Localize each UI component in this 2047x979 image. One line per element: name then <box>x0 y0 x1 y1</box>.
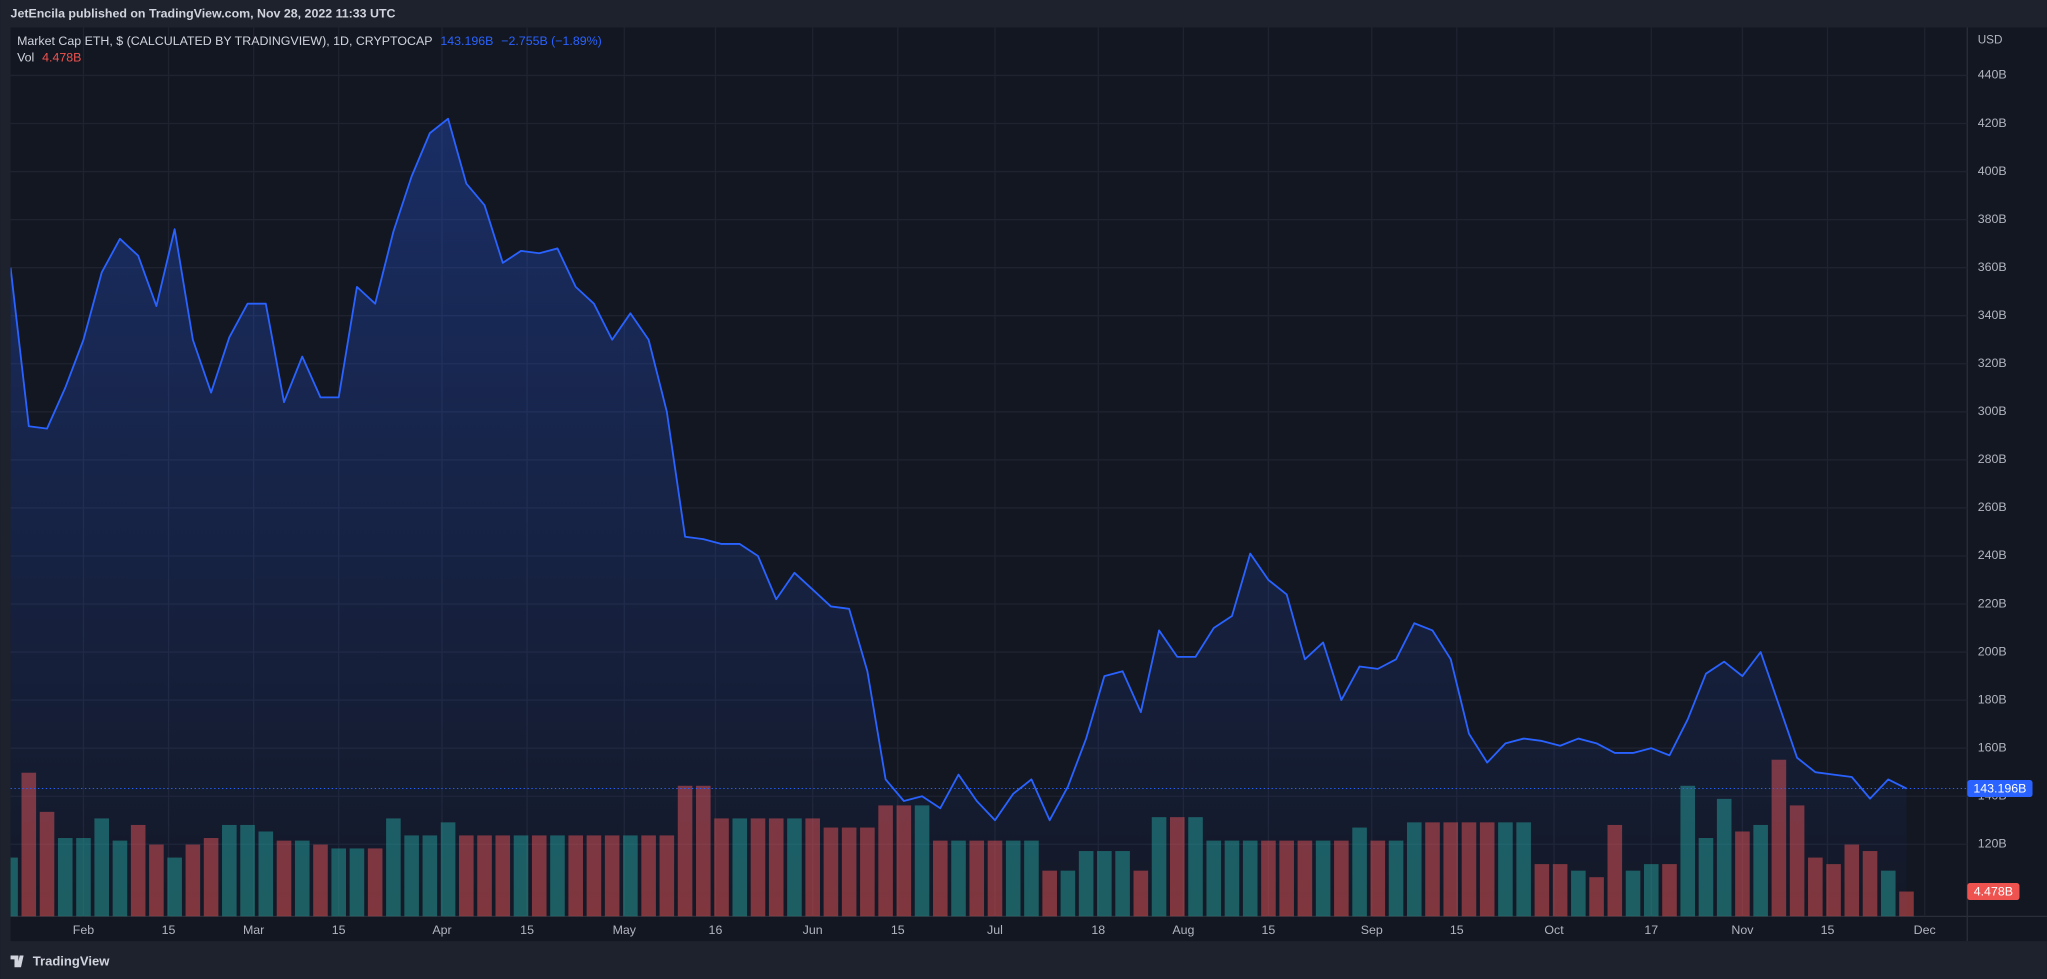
last-price-badge <box>1967 780 2033 798</box>
y-tick-label: 200B <box>1978 644 2007 658</box>
legend-value: 143.196B <box>440 34 493 48</box>
price-line <box>10 117 1907 822</box>
x-tick-label: Mar <box>243 923 264 937</box>
brand-logo <box>10 955 24 968</box>
y-tick-label: 360B <box>1978 260 2007 274</box>
x-tick-label: Oct <box>1544 923 1564 937</box>
axes: Feb 15 Mar 15 Apr 15 May 16 Jun 15 Jul 18 Aug 15 Sep 15… <box>73 68 2033 937</box>
volume-legend: Vol 4.478B <box>17 51 81 65</box>
brand: TradingView <box>10 953 110 968</box>
publish-info: JetEncila published on TradingView.com, … <box>11 7 396 21</box>
y-tick-label: 120B <box>1978 837 2007 851</box>
y-tick-label: 280B <box>1978 452 2007 466</box>
legend-change: −2.755B (−1.89%) <box>501 34 602 48</box>
x-tick-label: Apr <box>432 923 451 937</box>
x-tick-label: 15 <box>1450 923 1464 937</box>
y-tick-label: 320B <box>1978 356 2007 370</box>
x-tick-label: 16 <box>709 923 723 937</box>
y-tick-label: 380B <box>1978 212 2007 226</box>
x-tick-label: Aug <box>1172 923 1194 937</box>
x-tick-label: 15 <box>891 923 905 937</box>
volume-legend-name: Vol <box>17 51 34 65</box>
x-tick-label: Nov <box>1731 923 1754 937</box>
x-tick-label: 15 <box>332 923 346 937</box>
last-volume-badge <box>1967 883 2020 901</box>
x-tick-label: 15 <box>162 923 176 937</box>
x-tick-label: 15 <box>1262 923 1276 937</box>
x-tick-label: Jun <box>803 923 823 937</box>
y-tick-label: 340B <box>1978 308 2007 322</box>
y-tick-label: 300B <box>1978 404 2007 418</box>
y-tick-label: 180B <box>1978 692 2007 706</box>
x-tick-label: Dec <box>1914 923 1936 937</box>
y-tick-label: 400B <box>1978 164 2007 178</box>
x-tick-label: 17 <box>1644 923 1658 937</box>
x-tick-label: Sep <box>1361 923 1383 937</box>
x-tick-label: Jul <box>987 923 1003 937</box>
x-tick-label: 18 <box>1091 923 1105 937</box>
brand-name: TradingView <box>33 953 110 968</box>
currency-label: USD <box>1978 34 2003 47</box>
y-tick-label: 220B <box>1978 596 2007 610</box>
x-tick-label: Feb <box>73 923 94 937</box>
area <box>10 118 1907 917</box>
x-tick-label: 15 <box>1821 923 1835 937</box>
y-tick-label: 260B <box>1978 500 2007 514</box>
x-tick-label: 15 <box>520 923 534 937</box>
legend: Market Cap ETH, $ (CALCULATED BY TRADING… <box>17 34 602 48</box>
last-volume-label: 4.478B <box>1974 884 2013 898</box>
last-price-label: 143.196B <box>1973 781 2026 795</box>
plot <box>10 117 1968 917</box>
y-tick-label: 420B <box>1978 116 2007 130</box>
y-tick-label: 440B <box>1978 68 2007 82</box>
volume-legend-value: 4.478B <box>42 51 81 65</box>
y-tick-label: 160B <box>1978 740 2007 754</box>
y-tick-label: 240B <box>1978 548 2007 562</box>
x-tick-label: May <box>613 923 637 937</box>
legend-title: Market Cap ETH, $ (CALCULATED BY TRADING… <box>17 34 432 48</box>
